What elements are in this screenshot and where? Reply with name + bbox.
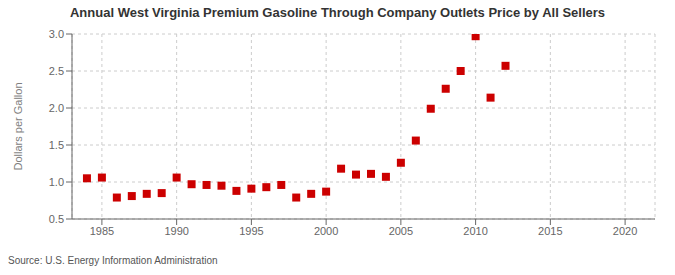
svg-text:1985: 1985: [90, 225, 114, 237]
svg-text:2010: 2010: [463, 225, 487, 237]
svg-text:1.5: 1.5: [49, 139, 64, 151]
svg-text:1990: 1990: [164, 225, 188, 237]
html-text:Annual West Virginia Premium G: Annual West Virginia Premium Gasoline Th…: [70, 5, 605, 20]
svg-text:2015: 2015: [538, 225, 562, 237]
svg-text:2020: 2020: [613, 225, 637, 237]
svg-text:2.5: 2.5: [49, 65, 64, 77]
svg-text:2.0: 2.0: [49, 102, 64, 114]
html-text:Source: U.S. Energy Informatio: Source: U.S. Energy Information Administ…: [8, 255, 218, 266]
svg-text:1.0: 1.0: [49, 176, 64, 188]
svg-text:3.0: 3.0: [49, 28, 64, 40]
svg-text:2000: 2000: [314, 225, 338, 237]
svg-text:1995: 1995: [239, 225, 263, 237]
svg-text:2005: 2005: [389, 225, 413, 237]
svg-text:Dollars per Gallon: Dollars per Gallon: [12, 82, 24, 170]
svg-text:0.5: 0.5: [49, 213, 64, 225]
